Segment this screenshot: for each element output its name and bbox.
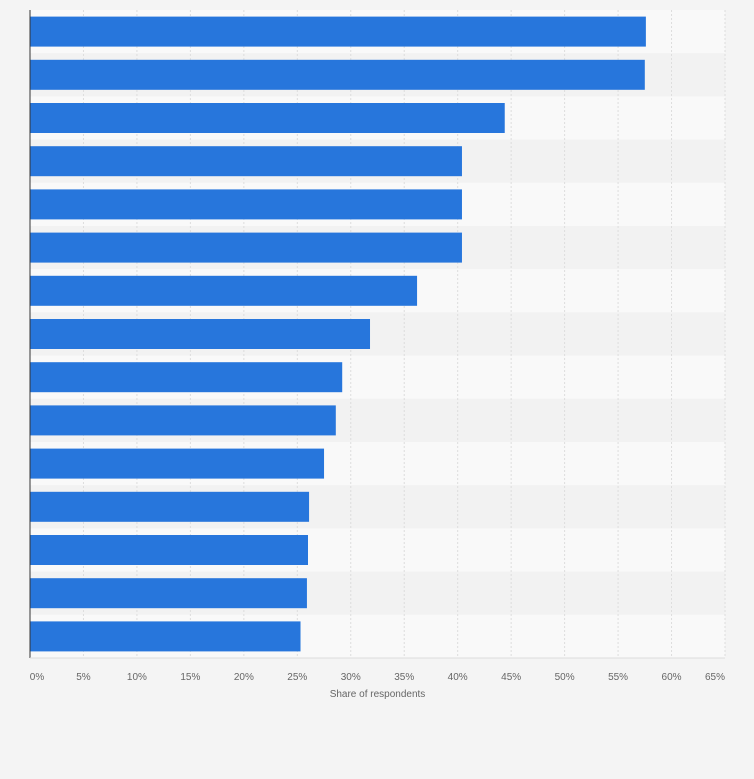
bar (30, 189, 462, 220)
x-tick-label: 15% (180, 672, 200, 683)
x-tick-label: 55% (608, 672, 628, 683)
x-tick-label: 50% (555, 672, 575, 683)
x-tick-label: 45% (501, 672, 521, 683)
x-tick-label: 20% (234, 672, 254, 683)
bar (30, 232, 462, 263)
bar (30, 448, 325, 479)
x-tick-label: 0% (30, 672, 45, 683)
x-tick-labels: 0% 5% 10% 15% 20% 25% 30% 35% 40% 45% 50% 55% 60% 65% (30, 672, 725, 683)
x-tick-label: 35% (394, 672, 414, 683)
x-tick-label: 30% (341, 672, 361, 683)
bar (30, 59, 645, 90)
x-axis-title: Share of respondents (330, 689, 426, 700)
bar (30, 578, 307, 609)
bar (30, 319, 371, 349)
x-tick-label: 5% (76, 672, 91, 683)
x-tick-label: 60% (662, 672, 682, 683)
bar (30, 535, 308, 565)
axes (29, 10, 725, 659)
bar (30, 621, 301, 652)
bar (30, 16, 646, 47)
x-tick-label: 65% (705, 672, 725, 683)
bar (30, 491, 310, 522)
bar (30, 362, 343, 393)
bars (30, 16, 646, 652)
x-tick-label: 40% (448, 672, 468, 683)
bar (30, 405, 336, 436)
bar (30, 146, 462, 177)
bar (30, 103, 505, 133)
x-tick-label: 10% (127, 672, 147, 683)
bar (30, 275, 418, 306)
x-tick-label: 25% (287, 672, 307, 683)
